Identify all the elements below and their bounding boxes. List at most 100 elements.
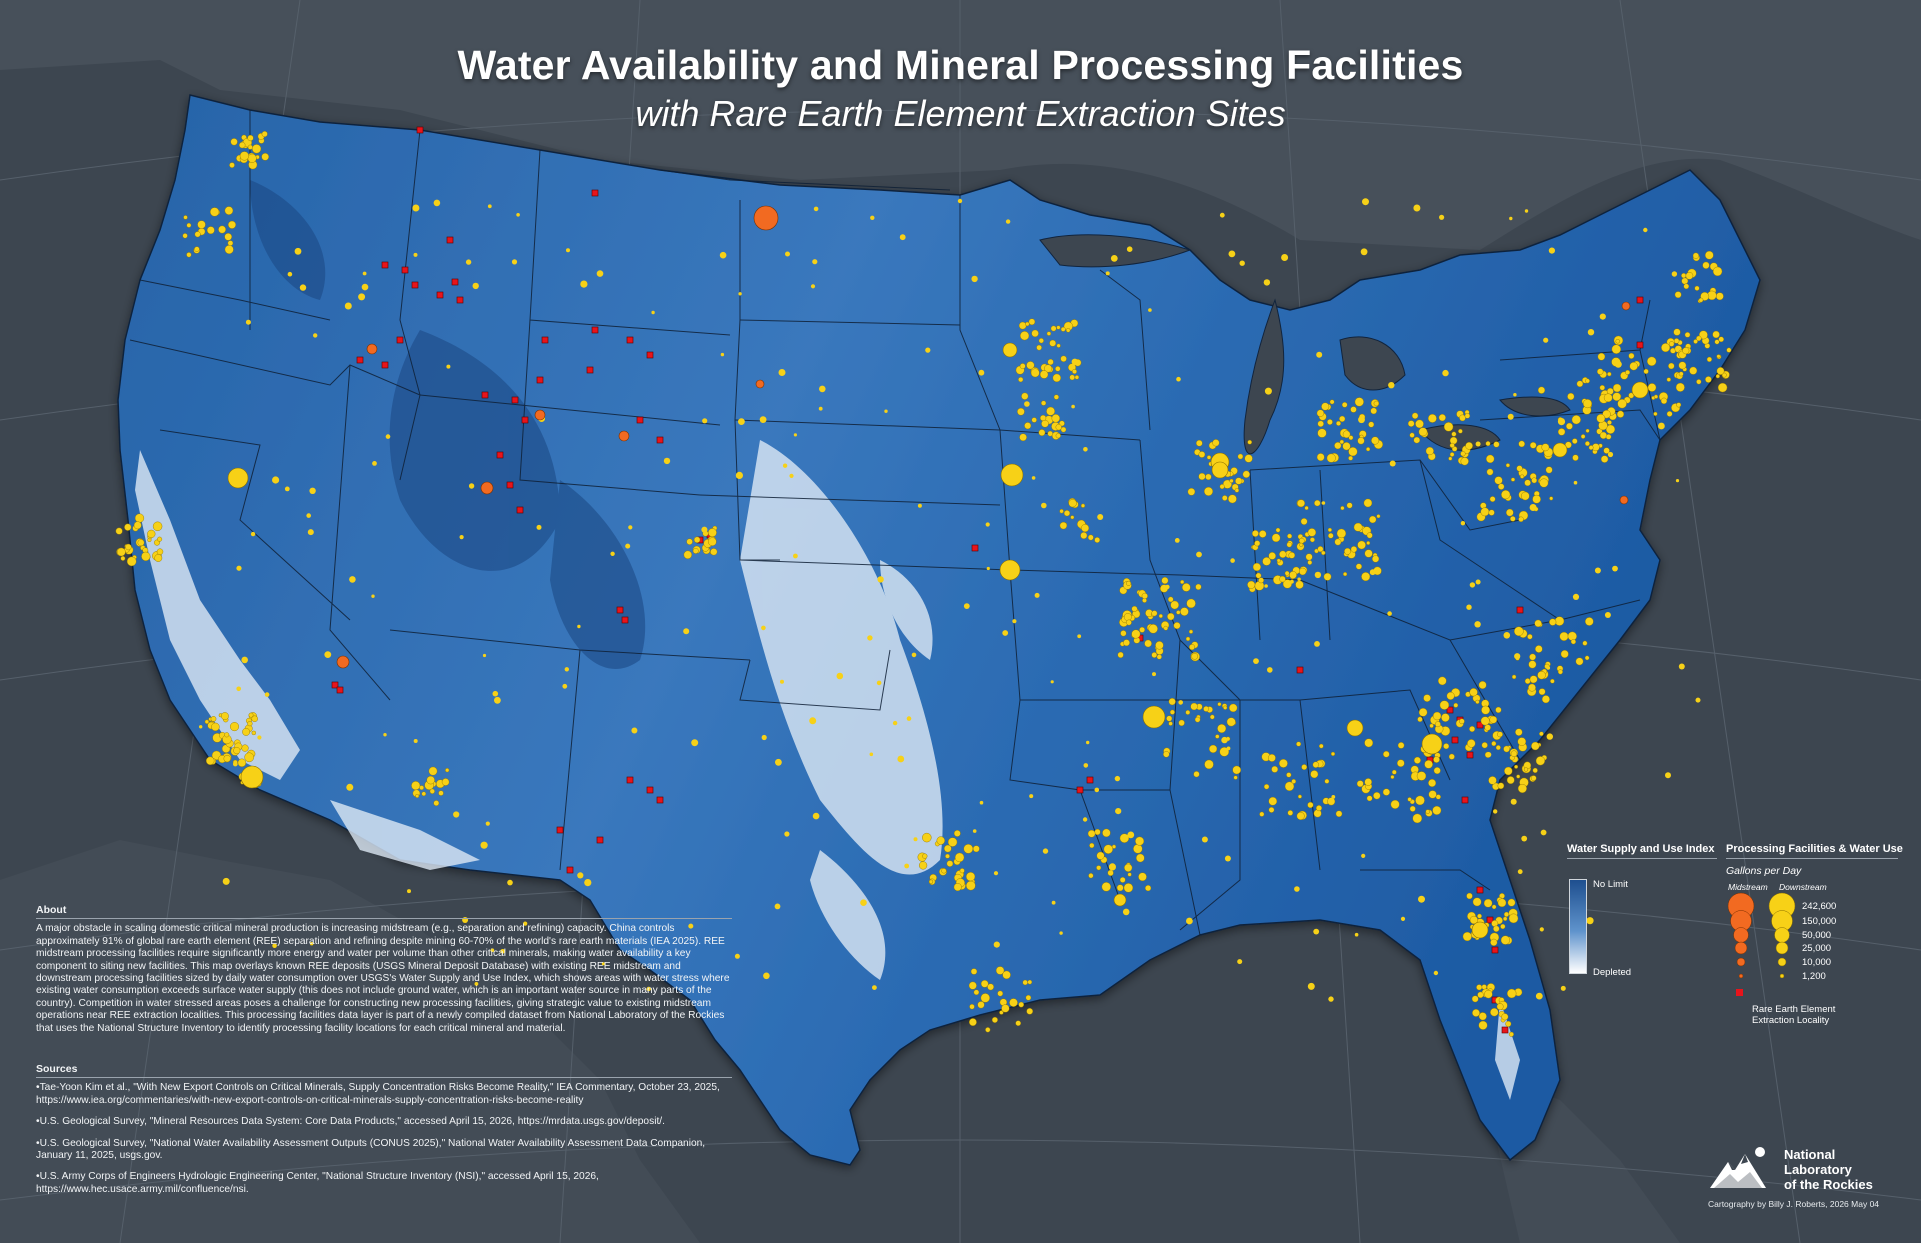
about-heading: About	[36, 904, 732, 920]
downstream-facility-point	[1286, 772, 1292, 778]
downstream-facility-point	[429, 788, 435, 794]
downstream-facility-point	[1702, 261, 1710, 269]
ree-site-point	[331, 681, 339, 689]
downstream-facility-point	[1044, 364, 1053, 373]
legend-ree-label: Rare Earth Element Extraction Locality	[1752, 1004, 1836, 1026]
downstream-facility-point	[785, 251, 790, 257]
downstream-facility-point	[1060, 426, 1067, 433]
downstream-facility-point	[242, 728, 251, 736]
water-stress-areas	[135, 440, 1520, 1100]
downstream-facility-point	[1451, 431, 1457, 437]
downstream-facility-point	[708, 528, 717, 537]
downstream-facility-point	[1529, 653, 1537, 661]
downstream-facility-point	[1287, 533, 1293, 539]
downstream-facility-point	[1582, 640, 1588, 646]
downstream-facility-point	[991, 1016, 998, 1023]
ree-site-point	[536, 376, 544, 384]
downstream-facility-point	[426, 775, 435, 785]
downstream-facility-point	[1080, 503, 1086, 508]
downstream-facility-point	[1152, 672, 1156, 677]
downstream-facility-point	[1339, 415, 1346, 423]
downstream-facility-point	[1350, 546, 1358, 553]
downstream-facility-point	[980, 993, 990, 1003]
downstream-facility-point	[738, 292, 742, 296]
downstream-facility-point	[309, 487, 316, 494]
downstream-facility-point	[1196, 551, 1202, 558]
downstream-facility-point	[1400, 916, 1406, 922]
downstream-facility-point	[124, 523, 132, 531]
downstream-facility-point	[1296, 812, 1305, 821]
downstream-facility-point	[1483, 898, 1493, 908]
downstream-facility-point	[141, 551, 151, 562]
downstream-facility-point	[1715, 374, 1720, 379]
downstream-facility-point	[1514, 653, 1521, 660]
downstream-facility-point	[941, 868, 947, 874]
downstream-facility-point	[1529, 441, 1537, 449]
downstream-facility-point	[1612, 565, 1618, 572]
downstream-facility-point	[1028, 318, 1036, 326]
downstream-facility-point	[1604, 612, 1611, 618]
downstream-facility-point	[1341, 401, 1348, 408]
downstream-facility-point	[1696, 379, 1702, 385]
ree-site-point	[1466, 751, 1474, 759]
downstream-facility-point	[1477, 913, 1482, 919]
downstream-facility-point	[1493, 925, 1500, 932]
downstream-facility-point	[1505, 1020, 1512, 1027]
downstream-facility-point	[1012, 619, 1017, 624]
downstream-facility-point	[577, 624, 581, 629]
downstream-facility-point	[1323, 572, 1332, 581]
downstream-facility-point	[251, 715, 258, 722]
downstream-facility-point	[523, 921, 528, 926]
downstream-facility-point	[761, 625, 766, 631]
downstream-facility-point	[1493, 441, 1500, 448]
downstream-facility-point	[1195, 583, 1202, 591]
about-section: About A major obstacle in scaling domest…	[36, 904, 732, 1041]
downstream-facility-point	[1421, 733, 1443, 755]
downstream-facility-point	[1223, 705, 1228, 710]
downstream-facility-point	[963, 844, 974, 854]
downstream-facility-point	[1190, 702, 1198, 711]
ree-site-point	[481, 391, 489, 399]
downstream-facility-point	[438, 790, 444, 796]
downstream-facility-point	[1407, 420, 1415, 427]
downstream-facility-point	[1413, 436, 1421, 444]
downstream-facility-point	[134, 513, 145, 523]
downstream-facility-point	[1335, 810, 1343, 818]
legend-midstream-symbol	[1738, 973, 1744, 979]
downstream-facility-point	[1342, 571, 1348, 577]
downstream-facility-point	[1069, 374, 1075, 381]
downstream-facility-point	[1279, 550, 1287, 558]
mountain-logo-icon	[1710, 1147, 1766, 1188]
downstream-facility-point	[1055, 433, 1061, 439]
downstream-facility-point	[272, 943, 277, 948]
downstream-facility-point	[1082, 817, 1088, 822]
water-index-top-label: No Limit	[1593, 879, 1628, 890]
downstream-facility-point	[117, 547, 126, 557]
downstream-facility-point	[1605, 433, 1612, 440]
downstream-facility-point	[482, 653, 487, 658]
downstream-facility-point	[1047, 430, 1053, 437]
downstream-facility-point	[194, 246, 200, 252]
downstream-facility-point	[1685, 271, 1694, 280]
downstream-facility-point	[1549, 618, 1557, 626]
downstream-facility-point	[1438, 676, 1447, 686]
downstream-facility-point	[1133, 844, 1143, 854]
downstream-facility-point	[1002, 630, 1009, 636]
downstream-facility-point	[1643, 368, 1649, 375]
downstream-facility-point	[774, 903, 781, 910]
ree-site-point	[1446, 706, 1454, 714]
downstream-facility-point	[1572, 454, 1579, 461]
downstream-facility-point	[1316, 409, 1325, 417]
downstream-facility-point	[313, 333, 318, 338]
downstream-facility-point	[1409, 432, 1415, 438]
downstream-facility-point	[1607, 451, 1614, 458]
downstream-facility-point	[1486, 752, 1492, 758]
downstream-facility-point	[1689, 366, 1698, 375]
downstream-facility-point	[224, 244, 234, 254]
downstream-facility-point	[1217, 702, 1222, 707]
downstream-facility-point	[761, 734, 767, 741]
downstream-facility-point	[1264, 387, 1272, 395]
downstream-facility-point	[1383, 750, 1390, 758]
downstream-facility-point	[1665, 772, 1671, 779]
downstream-facility-point	[1529, 675, 1538, 684]
